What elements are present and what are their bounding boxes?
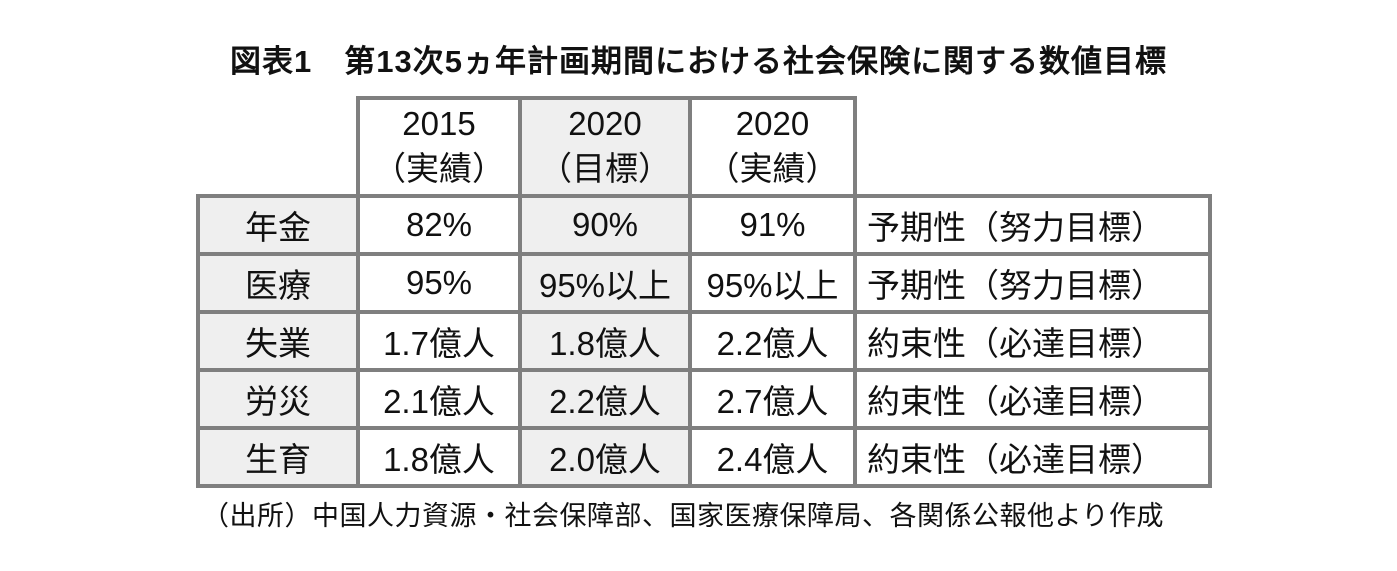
- col-header-2020-target: 2020 （目標）: [518, 96, 692, 198]
- cell-2020-actual: 2.2億人: [688, 310, 857, 372]
- header-empty-left: [198, 98, 358, 196]
- row-label: 生育: [196, 426, 360, 488]
- header-empty-right: [855, 98, 1210, 196]
- social-insurance-targets-table: 2015 （実績） 2020 （目標） 2020 （実績） 年金 82% 90%…: [196, 96, 1212, 488]
- table-row-work-injury: 労災 2.1億人 2.2億人 2.7億人 約束性（必達目標）: [196, 368, 1212, 430]
- cell-2015-actual: 82%: [356, 194, 522, 256]
- cell-note: 予期性（努力目標）: [853, 252, 1212, 314]
- table-row-unemployment: 失業 1.7億人 1.8億人 2.2億人 約束性（必達目標）: [196, 310, 1212, 372]
- table-row-medical: 医療 95% 95%以上 95%以上 予期性（努力目標）: [196, 252, 1212, 314]
- table-row-maternity: 生育 1.8億人 2.0億人 2.4億人 約束性（必達目標）: [196, 426, 1212, 488]
- row-label: 医療: [196, 252, 360, 314]
- cell-note: 約束性（必達目標）: [853, 310, 1212, 372]
- cell-2020-target: 2.0億人: [518, 426, 692, 488]
- cell-2020-target: 90%: [518, 194, 692, 256]
- cell-2020-actual: 95%以上: [688, 252, 857, 314]
- header-row: 2015 （実績） 2020 （目標） 2020 （実績）: [198, 96, 1210, 198]
- table-row-pension: 年金 82% 90% 91% 予期性（努力目標）: [196, 194, 1212, 256]
- cell-2015-actual: 1.7億人: [356, 310, 522, 372]
- source-note: （出所）中国人力資源・社会保障部、国家医療保障局、各関係公報他より作成: [202, 501, 1164, 531]
- col-header-2020-actual: 2020 （実績）: [688, 96, 857, 198]
- figure-title: 図表1 第13次5ヵ年計画期間における社会保険に関する数値目標: [230, 44, 1167, 79]
- row-label: 失業: [196, 310, 360, 372]
- cell-note: 予期性（努力目標）: [853, 194, 1212, 256]
- cell-note: 約束性（必達目標）: [853, 368, 1212, 430]
- cell-2015-actual: 1.8億人: [356, 426, 522, 488]
- cell-2020-actual: 2.7億人: [688, 368, 857, 430]
- cell-note: 約束性（必達目標）: [853, 426, 1212, 488]
- cell-2020-target: 2.2億人: [518, 368, 692, 430]
- col-header-2015-actual: 2015 （実績）: [356, 96, 522, 198]
- cell-2020-actual: 2.4億人: [688, 426, 857, 488]
- cell-2015-actual: 95%: [356, 252, 522, 314]
- cell-2020-actual: 91%: [688, 194, 857, 256]
- row-label: 労災: [196, 368, 360, 430]
- cell-2020-target: 95%以上: [518, 252, 692, 314]
- cell-2015-actual: 2.1億人: [356, 368, 522, 430]
- table-container: 2015 （実績） 2020 （目標） 2020 （実績） 年金 82% 90%…: [196, 96, 1212, 488]
- cell-2020-target: 1.8億人: [518, 310, 692, 372]
- row-label: 年金: [196, 194, 360, 256]
